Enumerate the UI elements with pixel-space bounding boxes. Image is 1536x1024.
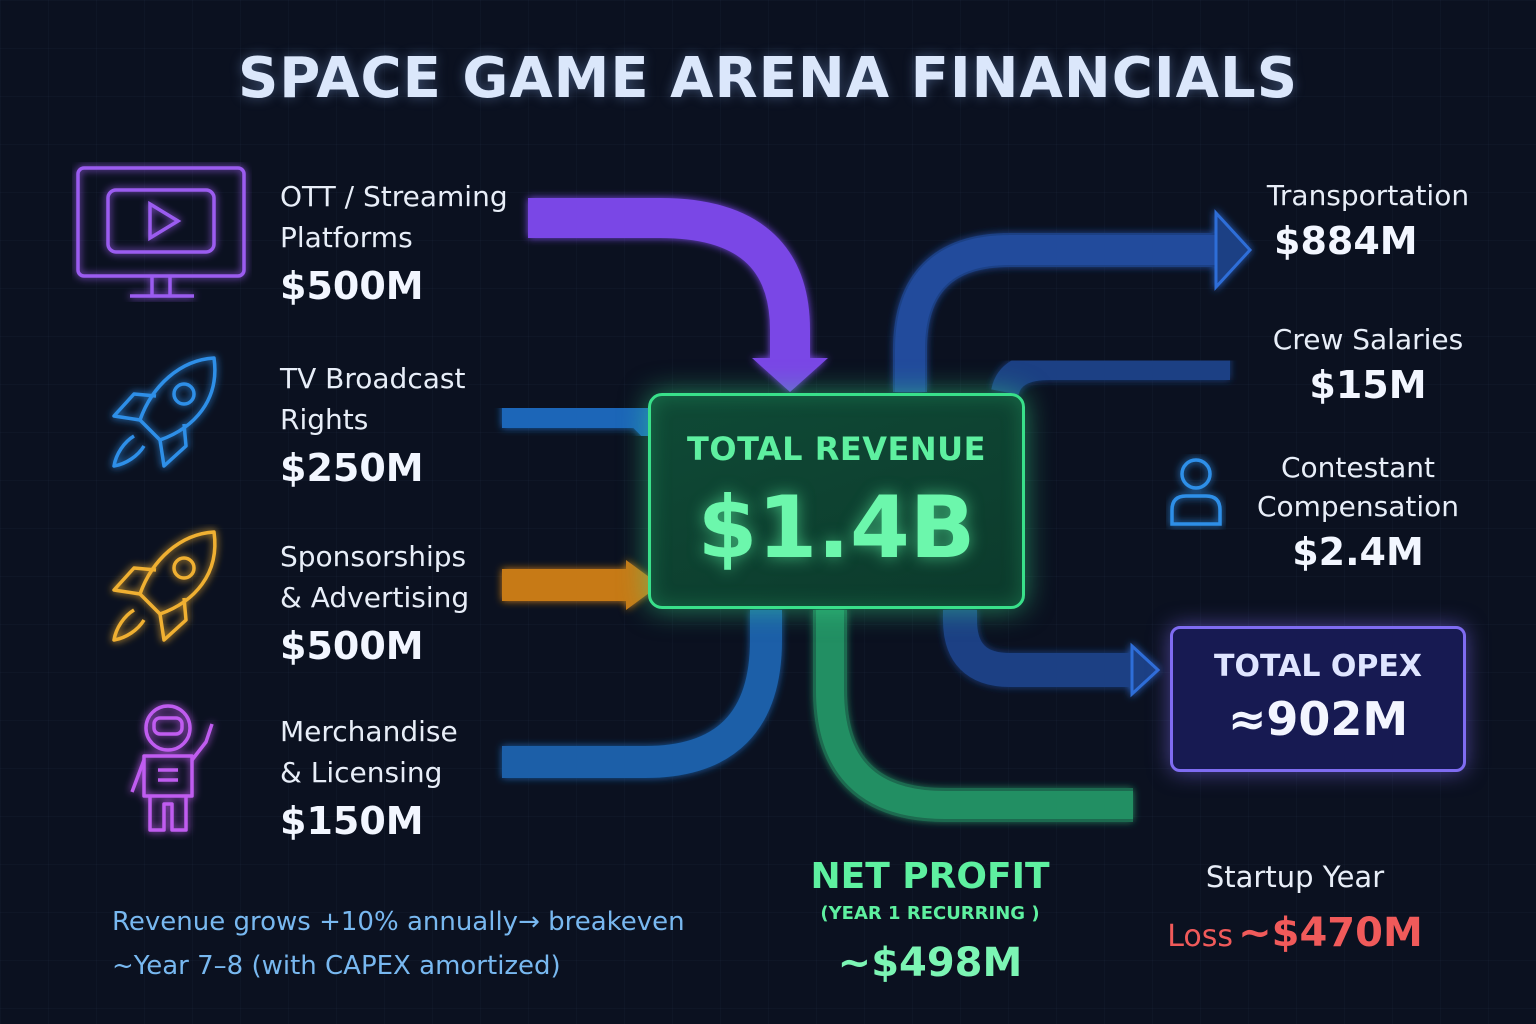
total-revenue-value: $1.4B (697, 478, 976, 578)
total-opex-box: TOTAL OPEX ≈902M (1170, 626, 1466, 772)
outflow-transportation (893, 209, 1253, 392)
source-merchandise-amount: $150M (280, 799, 424, 843)
source-ott-label-2: Platforms (280, 221, 413, 254)
startup-year-label: Startup Year (1205, 860, 1385, 894)
inflow-ott (528, 198, 828, 392)
source-tv-label-1: TV Broadcast (280, 362, 466, 395)
net-profit-value: ~$498M (837, 940, 1023, 986)
source-ott-label-1: OTT / Streaming (280, 180, 508, 213)
total-revenue-box: TOTAL REVENUE $1.4B (648, 393, 1025, 609)
cost-contestant-amount: $2.4M (1292, 530, 1424, 574)
source-tv-label-2: Rights (280, 403, 369, 436)
source-merchandise: Merchandise & Licensing $150M (280, 711, 458, 843)
cost-transportation: Transportation $884M (1236, 176, 1500, 263)
outflow-to-opex (943, 610, 1161, 698)
page-title: SPACE GAME ARENA FINANCIALS (237, 46, 1299, 111)
growth-note-line-1: Revenue grows +10% annually→ breakeven (112, 907, 685, 937)
outflow-net-profit (813, 610, 1133, 822)
rocket-icon (112, 356, 217, 468)
total-opex-label: TOTAL OPEX (1214, 649, 1422, 684)
cost-crew-salaries-amount: $15M (1309, 363, 1427, 407)
source-tv-amount: $250M (280, 446, 424, 490)
growth-note-line-2: ~Year 7–8 (with CAPEX amortized) (112, 951, 561, 981)
cost-transportation-label: Transportation (1266, 179, 1470, 212)
loss-value: ~$470M (1238, 910, 1423, 956)
source-merchandise-label-1: Merchandise (280, 715, 458, 748)
person-icon (1170, 458, 1222, 526)
source-ott-amount: $500M (280, 264, 424, 308)
net-profit-label: NET PROFIT (810, 856, 1050, 897)
outflow-crew-salaries (991, 352, 1230, 396)
total-revenue-label: TOTAL REVENUE (687, 430, 986, 468)
source-tv: TV Broadcast Rights $250M (280, 358, 465, 490)
cost-crew-salaries: Crew Salaries $15M (1240, 320, 1496, 407)
cost-contestant: Contestant Compensation $2.4M (1236, 448, 1480, 574)
inflow-sponsorships (502, 560, 660, 610)
startup-loss: Loss ~$470M (1150, 910, 1440, 956)
loss-word: Loss (1167, 919, 1234, 954)
source-sponsorships-amount: $500M (280, 624, 424, 668)
cost-transportation-amount: $884M (1274, 219, 1418, 263)
source-sponsorships-label-2: & Advertising (280, 581, 470, 614)
source-ott: OTT / Streaming Platforms $500M (280, 176, 508, 308)
monitor-play-icon (76, 166, 246, 298)
source-merchandise-label-2: & Licensing (280, 756, 443, 789)
source-sponsorships: Sponsorships & Advertising $500M (280, 536, 469, 668)
net-profit: NET PROFIT (YEAR 1 RECURRING ) ~$498M (790, 856, 1070, 986)
startup-year: Startup Year Loss ~$470M (1150, 860, 1440, 956)
growth-note: Revenue grows +10% annually→ breakeven ~… (112, 900, 685, 988)
net-profit-sublabel: (YEAR 1 RECURRING ) (820, 903, 1040, 924)
cost-crew-salaries-label: Crew Salaries (1272, 323, 1464, 356)
inflow-tv-broadcast (502, 396, 672, 444)
astronaut-icon (130, 704, 214, 832)
cost-contestant-label-1: Contestant (1280, 451, 1436, 484)
total-opex-value: ≈902M (1227, 692, 1409, 746)
rocket-icon (112, 530, 217, 642)
cost-contestant-label-2: Compensation (1256, 490, 1460, 523)
source-sponsorships-label-1: Sponsorships (280, 540, 467, 573)
inflow-merchandise (502, 610, 782, 778)
